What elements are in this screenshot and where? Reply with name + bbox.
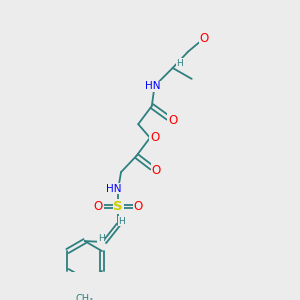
Text: H: H <box>176 59 183 68</box>
Text: HN: HN <box>106 184 122 194</box>
Text: O: O <box>150 131 159 144</box>
Text: H: H <box>118 217 125 226</box>
Text: O: O <box>168 114 177 127</box>
Text: CH₃: CH₃ <box>76 294 94 300</box>
Text: S: S <box>113 200 123 213</box>
Text: HN: HN <box>145 81 161 91</box>
Text: O: O <box>134 200 143 213</box>
Text: H: H <box>98 234 104 243</box>
Text: O: O <box>94 200 103 213</box>
Text: O: O <box>200 32 209 45</box>
Text: O: O <box>152 164 161 177</box>
